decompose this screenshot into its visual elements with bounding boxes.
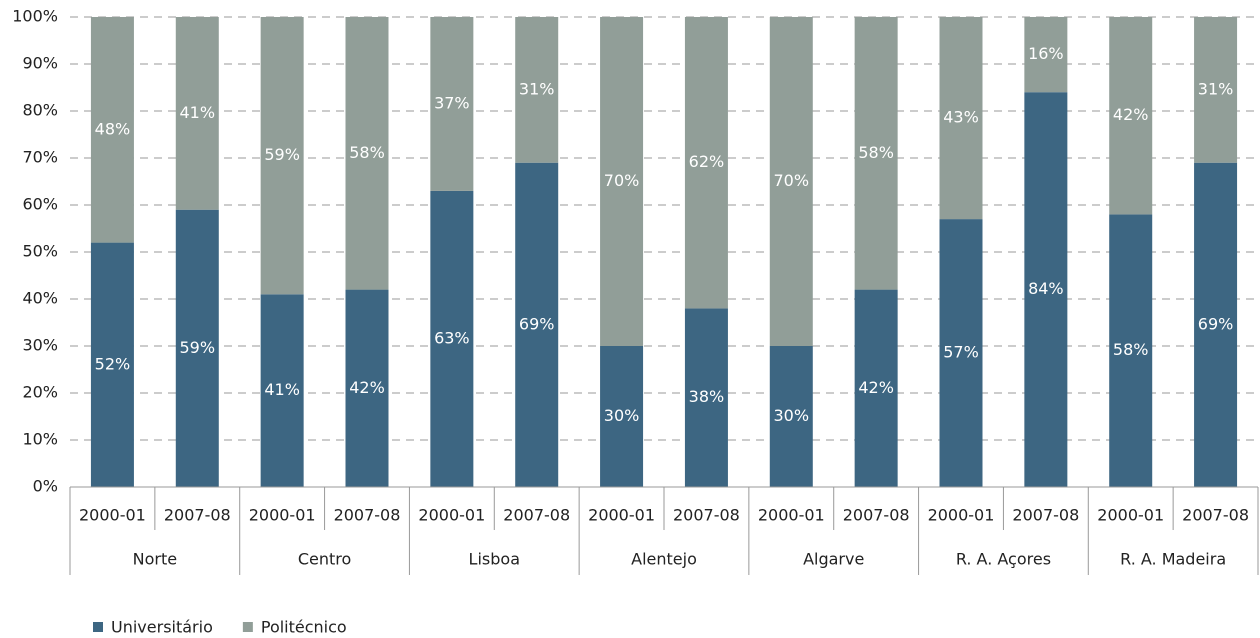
bar-segment (1024, 17, 1068, 93)
bar-segment (430, 190, 474, 487)
x-tick-label: 2000-01 (758, 506, 825, 525)
legend-label: Politécnico (261, 618, 347, 637)
group-label: Centro (298, 550, 351, 569)
bar-segment (90, 17, 134, 243)
group-label: Norte (133, 550, 177, 569)
x-tick-label: 2007-08 (673, 506, 740, 525)
data-label: 59% (264, 145, 300, 164)
bar-segment (600, 17, 644, 346)
bar-segment (684, 17, 728, 309)
data-label: 59% (180, 338, 216, 357)
bar-segment (854, 289, 898, 487)
group-label: R. A. Madeira (1120, 550, 1226, 569)
y-tick-label: 70% (22, 148, 58, 167)
data-label: 31% (1198, 79, 1234, 98)
data-label: 58% (349, 143, 385, 162)
bar-segment (515, 162, 559, 487)
x-tick-label: 2007-08 (843, 506, 910, 525)
bar-segment (175, 17, 219, 210)
y-tick-label: 0% (33, 477, 58, 496)
data-label: 41% (180, 103, 216, 122)
bar-segment (769, 346, 813, 487)
bar-segment (345, 17, 389, 290)
y-tick-label: 20% (22, 383, 58, 402)
data-label: 58% (858, 143, 894, 162)
bar-segment (1109, 17, 1153, 215)
group-label: Lisboa (469, 550, 520, 569)
data-label: 42% (349, 378, 385, 397)
data-label: 48% (95, 119, 131, 138)
data-label: 62% (689, 152, 725, 171)
data-label: 57% (943, 343, 979, 362)
x-tick-label: 2007-08 (1182, 506, 1249, 525)
x-tick-label: 2007-08 (164, 506, 231, 525)
data-label: 30% (604, 406, 640, 425)
bar-segment (175, 209, 219, 487)
bar-segment (260, 294, 304, 487)
data-label: 30% (774, 406, 810, 425)
data-label: 42% (858, 378, 894, 397)
data-label: 69% (519, 314, 555, 333)
bar-segment (684, 308, 728, 487)
y-tick-label: 10% (22, 430, 58, 449)
x-tick-label: 2007-08 (503, 506, 570, 525)
y-tick-label: 40% (22, 289, 58, 308)
data-label: 63% (434, 328, 470, 347)
y-tick-label: 30% (22, 336, 58, 355)
bar-segment (854, 17, 898, 290)
y-tick-label: 100% (12, 7, 58, 26)
bar-segment (600, 346, 644, 487)
data-label: 84% (1028, 279, 1064, 298)
data-label: 69% (1198, 314, 1234, 333)
bar-segment (430, 17, 474, 191)
bar-segment (515, 17, 559, 163)
bar-segment (1024, 92, 1068, 487)
group-label: Algarve (803, 550, 864, 569)
y-tick-label: 60% (22, 195, 58, 214)
y-tick-label: 50% (22, 242, 58, 261)
legend-swatch (242, 622, 253, 632)
data-label: 38% (689, 387, 725, 406)
x-tick-label: 2000-01 (249, 506, 316, 525)
data-label: 42% (1113, 105, 1149, 124)
y-tick-label: 90% (22, 54, 58, 73)
x-tick-label: 2007-08 (334, 506, 401, 525)
bar-segment (939, 219, 983, 487)
bar-segment (939, 17, 983, 220)
x-tick-label: 2000-01 (79, 506, 146, 525)
data-label: 41% (264, 380, 300, 399)
data-label: 37% (434, 93, 470, 112)
data-label: 43% (943, 108, 979, 127)
bar-segment (1194, 17, 1238, 163)
bar-segment (345, 289, 389, 487)
legend-label: Universitário (111, 618, 213, 637)
y-tick-label: 80% (22, 101, 58, 120)
x-tick-label: 2000-01 (418, 506, 485, 525)
x-tick-label: 2000-01 (928, 506, 995, 525)
x-tick-label: 2007-08 (1012, 506, 1079, 525)
group-label: R. A. Açores (956, 550, 1051, 569)
bar-segment (90, 242, 134, 487)
bar-segment (1194, 162, 1238, 487)
data-label: 58% (1113, 340, 1149, 359)
legend-swatch (93, 622, 103, 632)
bar-segment (1109, 214, 1153, 487)
bar-segment (260, 17, 304, 295)
data-label: 70% (604, 171, 640, 190)
data-label: 70% (774, 171, 810, 190)
x-tick-label: 2000-01 (588, 506, 655, 525)
data-label: 31% (519, 79, 555, 98)
bar-segment (769, 17, 813, 346)
group-label: Alentejo (631, 550, 697, 569)
data-label: 16% (1028, 44, 1064, 63)
x-tick-label: 2000-01 (1097, 506, 1164, 525)
data-label: 52% (95, 354, 131, 373)
